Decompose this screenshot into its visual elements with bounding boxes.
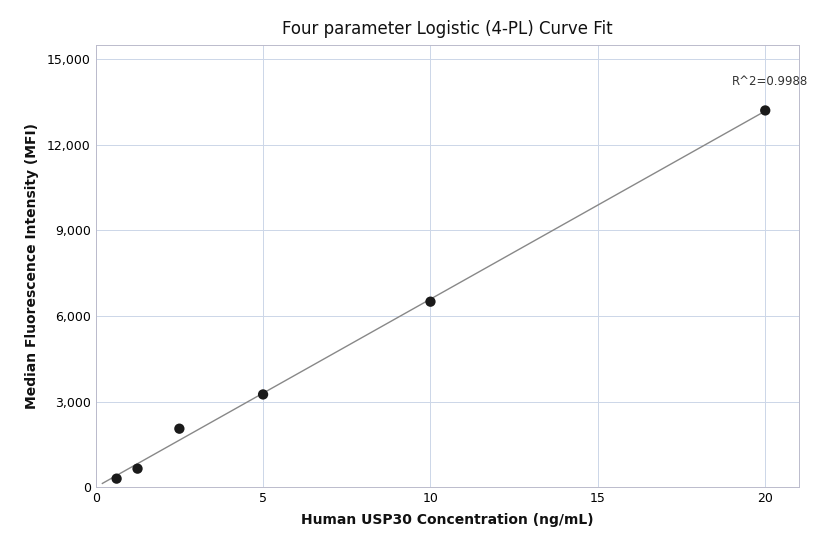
X-axis label: Human USP30 Concentration (ng/mL): Human USP30 Concentration (ng/mL): [301, 514, 593, 528]
Point: [759, 106, 772, 115]
Y-axis label: Median Fluorescence Intensity (MFI): Median Fluorescence Intensity (MFI): [25, 123, 38, 409]
Point: [423, 297, 437, 306]
Title: Four parameter Logistic (4-PL) Curve Fit: Four parameter Logistic (4-PL) Curve Fit: [282, 20, 612, 38]
Point: [131, 464, 144, 473]
Point: [173, 424, 186, 433]
Point: [110, 474, 123, 483]
Point: [256, 390, 270, 399]
Text: R^2=0.9988: R^2=0.9988: [732, 74, 808, 87]
